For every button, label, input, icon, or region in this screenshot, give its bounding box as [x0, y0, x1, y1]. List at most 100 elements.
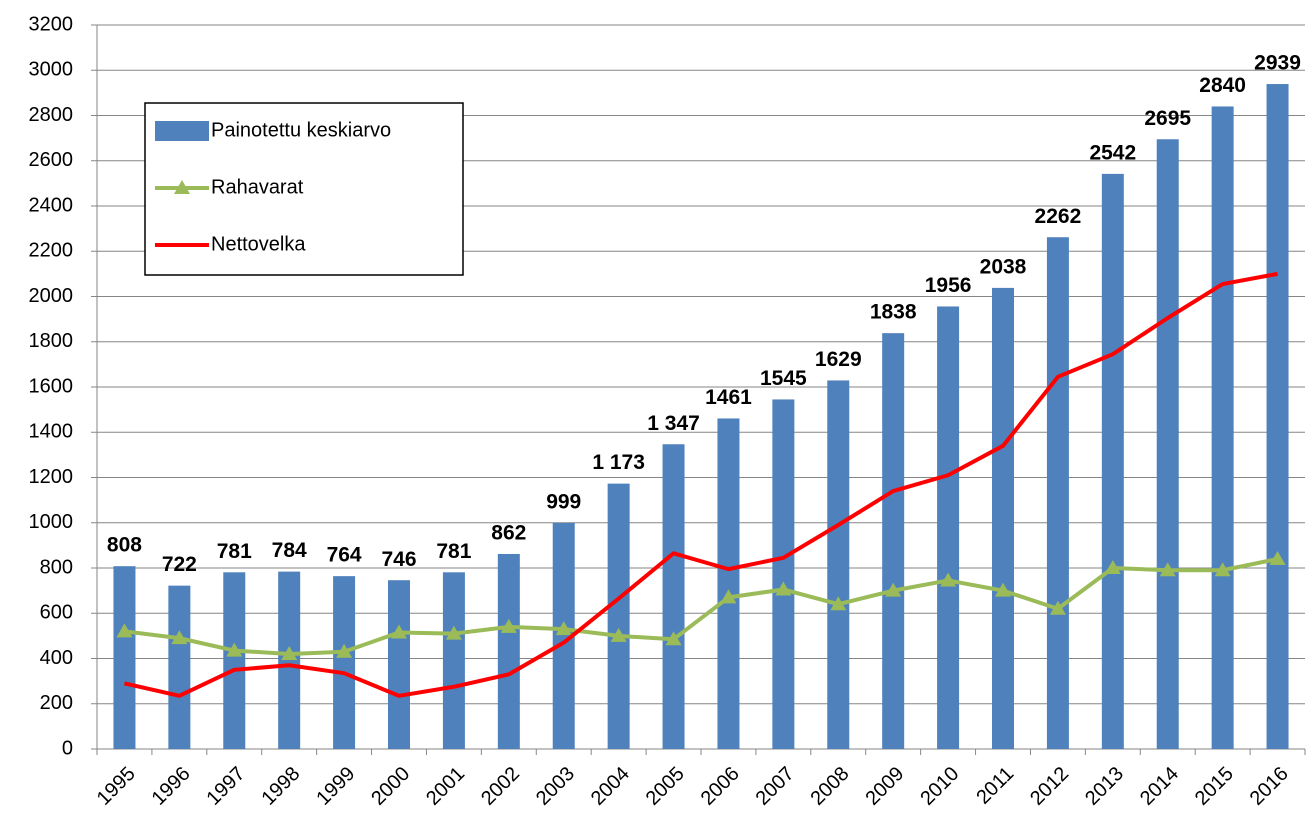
- bar: [1101, 173, 1124, 749]
- marker: [171, 630, 188, 645]
- marker: [1159, 562, 1176, 577]
- bar: [607, 483, 630, 749]
- value-label: 1838: [870, 301, 917, 324]
- x-tick-label: 2004: [587, 763, 634, 810]
- marker: [555, 621, 572, 636]
- bar: [827, 380, 850, 749]
- legend-label: Rahavarat: [211, 176, 304, 198]
- marker: [1104, 560, 1121, 574]
- bar: [1156, 139, 1179, 750]
- y-tick-label: 3000: [29, 59, 74, 81]
- bar: [223, 572, 246, 749]
- x-tick-label: 2002: [477, 763, 524, 810]
- y-tick-label: 1800: [29, 330, 74, 352]
- value-label: 808: [107, 534, 142, 557]
- marker: [116, 623, 133, 638]
- bar: [662, 444, 685, 749]
- x-tick-label: 2000: [367, 763, 414, 810]
- x-tick-label: 2013: [1081, 763, 1128, 810]
- y-tick-label: 1600: [29, 375, 74, 397]
- marker: [1214, 562, 1231, 577]
- y-tick-label: 2400: [29, 194, 74, 216]
- marker: [1049, 600, 1066, 615]
- y-tick-label: 2800: [29, 104, 74, 126]
- value-label: 2840: [1199, 74, 1246, 97]
- line: [124, 271, 1278, 698]
- marker: [500, 618, 517, 633]
- marker: [1269, 550, 1286, 565]
- value-label: 722: [162, 553, 197, 576]
- value-label: 1545: [760, 367, 807, 390]
- x-tick-label: 2003: [532, 763, 579, 810]
- marker: [995, 582, 1011, 597]
- value-label: 2939: [1254, 52, 1301, 75]
- value-label: 2262: [1035, 205, 1082, 228]
- marker: [336, 643, 353, 658]
- marker: [775, 581, 792, 596]
- bar: [1211, 106, 1234, 749]
- x-tick-label: 2015: [1191, 763, 1238, 810]
- value-label: 862: [491, 522, 526, 545]
- value-label: 764: [327, 544, 362, 567]
- bar: [1266, 84, 1289, 749]
- y-tick-label: 0: [62, 737, 73, 759]
- marker: [665, 631, 682, 646]
- marker: [720, 589, 737, 604]
- bar: [937, 306, 960, 749]
- y-tick-label: 2000: [29, 285, 74, 307]
- value-label: 781: [217, 540, 252, 563]
- marker: [610, 627, 627, 642]
- value-label: 1629: [815, 348, 862, 371]
- y-tick-label: 400: [40, 647, 73, 669]
- x-tick-label: 2016: [1246, 763, 1293, 810]
- x-tick-label: 2006: [697, 763, 744, 810]
- bar: [1046, 237, 1069, 749]
- x-tick-label: 2008: [807, 763, 854, 810]
- bar: [497, 553, 520, 749]
- marker: [281, 645, 298, 660]
- y-tick-label: 3200: [29, 13, 74, 35]
- bar: [168, 585, 191, 749]
- marker: [226, 642, 243, 657]
- x-tick-label: 2011: [972, 763, 1018, 809]
- bar: [278, 571, 301, 749]
- y-tick-label: 600: [40, 602, 73, 624]
- legend-marker: [174, 180, 190, 194]
- value-label: 1 173: [592, 451, 645, 474]
- value-label: 2038: [980, 255, 1027, 278]
- bar: [552, 522, 575, 749]
- value-label: 2542: [1089, 141, 1136, 164]
- y-tick-label: 200: [40, 692, 73, 714]
- bar: [717, 418, 740, 749]
- y-tick-label: 2200: [29, 240, 74, 262]
- x-tick-label: 1995: [93, 763, 140, 810]
- value-label: 746: [381, 548, 416, 571]
- x-tick-label: 1996: [148, 763, 195, 810]
- y-tick-label: 800: [40, 556, 73, 578]
- bar: [992, 287, 1014, 749]
- marker: [391, 624, 407, 639]
- value-label: 2695: [1144, 107, 1191, 130]
- legend-swatch: [155, 121, 209, 141]
- x-tick-label: 2014: [1136, 763, 1183, 810]
- bar: [388, 580, 410, 749]
- bar: [442, 572, 465, 749]
- x-tick-label: 2001: [422, 763, 469, 810]
- x-tick-label: 2010: [916, 763, 963, 810]
- x-tick-label: 2009: [861, 763, 908, 810]
- marker: [940, 572, 957, 587]
- legend-label: Nettovelka: [211, 233, 306, 255]
- value-label: 1 347: [647, 412, 700, 435]
- marker: [830, 596, 847, 611]
- marker: [885, 582, 902, 597]
- value-label: 781: [436, 540, 471, 563]
- line: [124, 556, 1278, 656]
- x-tick-label: 2005: [642, 763, 689, 810]
- value-label: 1461: [705, 386, 752, 409]
- x-tick-label: 1999: [312, 763, 359, 810]
- y-tick-label: 1000: [29, 511, 74, 533]
- bar: [333, 576, 356, 749]
- y-tick-label: 1200: [29, 466, 74, 488]
- x-tick-label: 2012: [1026, 763, 1073, 810]
